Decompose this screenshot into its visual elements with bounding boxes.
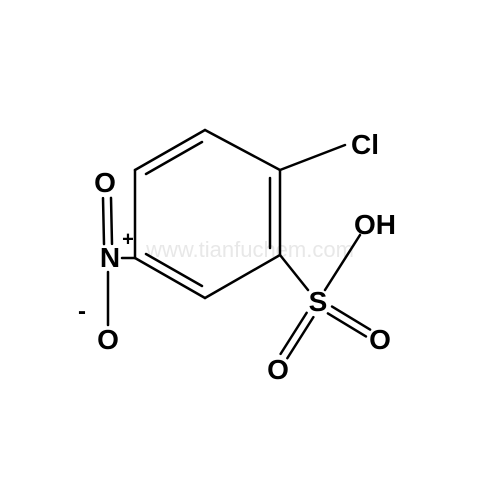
diagram-canvas: www.tianfuchem.com ClOHSOONOO-+ — [0, 0, 500, 500]
chemical-structure — [0, 0, 500, 500]
